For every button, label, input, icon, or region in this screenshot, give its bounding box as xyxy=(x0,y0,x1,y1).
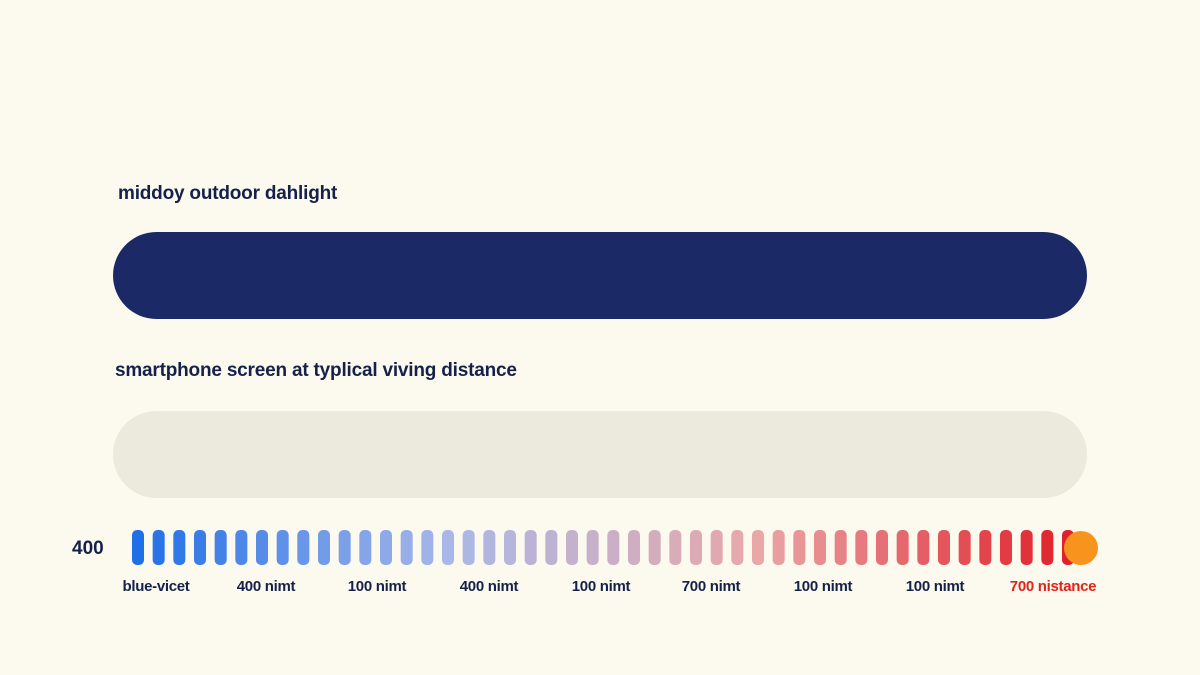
scale-segment xyxy=(628,530,640,565)
scale-segment xyxy=(834,530,847,565)
scale-start-label: 400 xyxy=(72,538,104,559)
scale-segment xyxy=(896,530,909,565)
scale-segment xyxy=(235,530,248,565)
scale-segment xyxy=(793,530,806,565)
scale-segment xyxy=(545,530,558,565)
scale-segment xyxy=(958,530,971,565)
scale-segment xyxy=(855,530,868,565)
bar-daylight xyxy=(113,232,1087,319)
scale-segment xyxy=(876,530,888,565)
scale-segment xyxy=(938,530,950,565)
scale-segment xyxy=(690,530,702,565)
scale-segment xyxy=(772,530,785,565)
scale-segment xyxy=(669,530,682,565)
scale-segment xyxy=(752,530,764,565)
scale-segment xyxy=(359,530,372,565)
scale-tick-label: 100 nimt xyxy=(347,578,407,595)
scale-segment xyxy=(132,530,144,565)
scale-segment xyxy=(566,530,578,565)
scale-tick-label: 100 nimt xyxy=(793,578,853,595)
scale-tick-label: 700 nimt xyxy=(681,578,741,595)
scale-segment xyxy=(276,530,289,565)
scale-segment xyxy=(1000,530,1012,565)
scale-segment xyxy=(1041,530,1054,565)
scale-segment xyxy=(524,530,537,565)
bar-label-daylight: middoy outdoor dahlight xyxy=(118,183,338,204)
scale-segment xyxy=(648,530,661,565)
scale-segment xyxy=(917,530,930,565)
scale-segment xyxy=(214,530,227,565)
scale-segment xyxy=(380,530,392,565)
scale-segment xyxy=(731,530,744,565)
scale-segment xyxy=(173,530,186,565)
scale-tick-label: 100 nimt xyxy=(905,578,965,595)
scale-segment xyxy=(607,530,620,565)
scale-segment xyxy=(421,530,434,565)
scale-segment xyxy=(256,530,268,565)
scale-segment xyxy=(814,530,826,565)
scale-segment xyxy=(1020,530,1033,565)
scale-segment xyxy=(442,530,454,565)
scale-tick-label: 400 nimt xyxy=(459,578,519,595)
scale-tick-label: 400 nimt xyxy=(236,578,296,595)
scale-segment xyxy=(504,530,516,565)
scale-tick-label: 100 nimt xyxy=(571,578,631,595)
scale-segment xyxy=(194,530,206,565)
scale-segment xyxy=(710,530,723,565)
scale-segment xyxy=(462,530,475,565)
scale-segment xyxy=(586,530,599,565)
bar-smartphone xyxy=(113,411,1087,498)
scale-segment xyxy=(400,530,413,565)
scale-tick-label: 700 nistance xyxy=(1009,578,1097,595)
scale-segment xyxy=(152,530,165,565)
scale-segment xyxy=(483,530,496,565)
scale-end-marker xyxy=(1064,531,1098,565)
scale-segment xyxy=(979,530,992,565)
scale-segment xyxy=(297,530,310,565)
scale-tick-label: blue-vicet xyxy=(122,578,190,595)
bar-label-smartphone: smartphone screen at typlical viving dis… xyxy=(115,360,517,381)
scale-segment xyxy=(318,530,330,565)
scale-segment xyxy=(338,530,351,565)
